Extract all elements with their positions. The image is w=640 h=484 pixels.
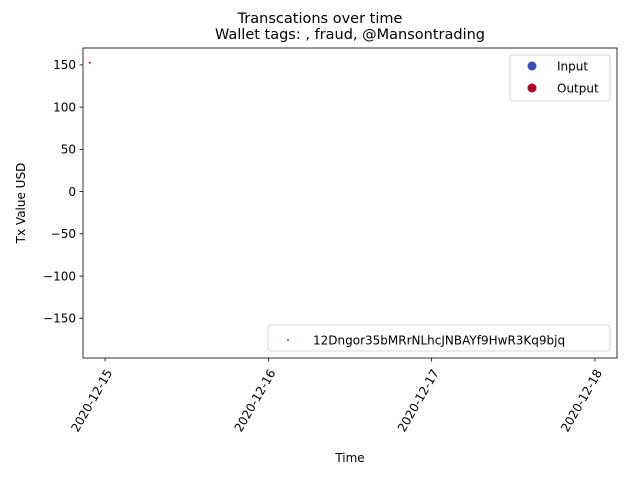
x-tick-label: 2020-12-15	[68, 367, 115, 434]
y-axis: 150 100 50 0 −50 −100 −150	[43, 58, 83, 326]
y-axis-label: Tx Value USD	[14, 163, 28, 245]
data-points	[88, 61, 91, 64]
legend-input-label: Input	[557, 60, 588, 74]
y-tick-label: 150	[53, 58, 76, 72]
y-tick-label: 50	[61, 143, 76, 157]
y-tick-label: −150	[43, 312, 76, 326]
x-tick-label: 2020-12-17	[395, 367, 442, 434]
y-tick-label: −100	[43, 269, 76, 283]
legend-output-label: Output	[557, 82, 599, 96]
chart-title: Wallet tags: , fraud, @Mansontrading	[215, 27, 485, 43]
legend-output-marker	[527, 83, 537, 93]
legend-address: 12Dngor35bMRrNLhcJNBAYf9HwR3Kq9bjq	[267, 324, 611, 352]
y-tick-label: 100	[53, 100, 76, 114]
x-axis-label: Time	[334, 451, 364, 465]
legend-input-marker	[527, 61, 537, 71]
legend-address-box	[267, 324, 611, 352]
x-axis: 2020-12-15 2020-12-16 2020-12-17 2020-12-18	[68, 358, 605, 434]
y-tick-label: −50	[51, 227, 76, 241]
data-point	[88, 61, 91, 64]
chart-suptitle: Transcations over time	[237, 11, 403, 27]
legend-types: Input Output	[509, 54, 611, 102]
plot-frame	[82, 47, 618, 359]
plot-area	[82, 47, 618, 359]
legend-address-marker	[287, 339, 289, 341]
x-tick-label: 2020-12-18	[558, 367, 605, 434]
x-tick-label: 2020-12-16	[232, 367, 279, 434]
legend-address-label: 12Dngor35bMRrNLhcJNBAYf9HwR3Kq9bjq	[313, 334, 565, 348]
y-tick-label: 0	[68, 185, 76, 199]
